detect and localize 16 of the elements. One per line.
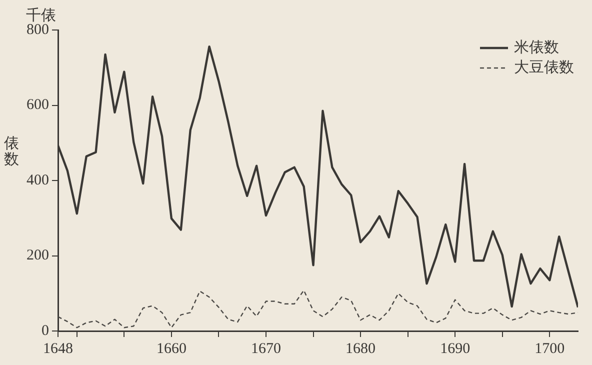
y-tick-label: 400 xyxy=(26,172,49,188)
x-tick-label: 1690 xyxy=(440,340,470,357)
y-tick-label: 0 xyxy=(42,322,49,339)
x-tick-label: 1660 xyxy=(156,340,186,357)
x-tick-label: 1648 xyxy=(43,340,73,357)
y-axis-title: 俵数 xyxy=(4,136,20,168)
y-tick-label: 600 xyxy=(26,97,49,114)
x-tick-label: 1700 xyxy=(534,340,565,357)
line-series xyxy=(58,290,578,328)
legend-label: 大豆俵数 xyxy=(514,58,574,76)
x-tick-label: 1680 xyxy=(346,340,376,357)
text: 千俵 xyxy=(26,8,56,24)
y-tick-label: 200 xyxy=(26,248,49,264)
legend-label: 米俵数 xyxy=(514,38,559,56)
x-tick-label: 1670 xyxy=(251,340,281,357)
y-tick-label: 800 xyxy=(26,22,49,38)
